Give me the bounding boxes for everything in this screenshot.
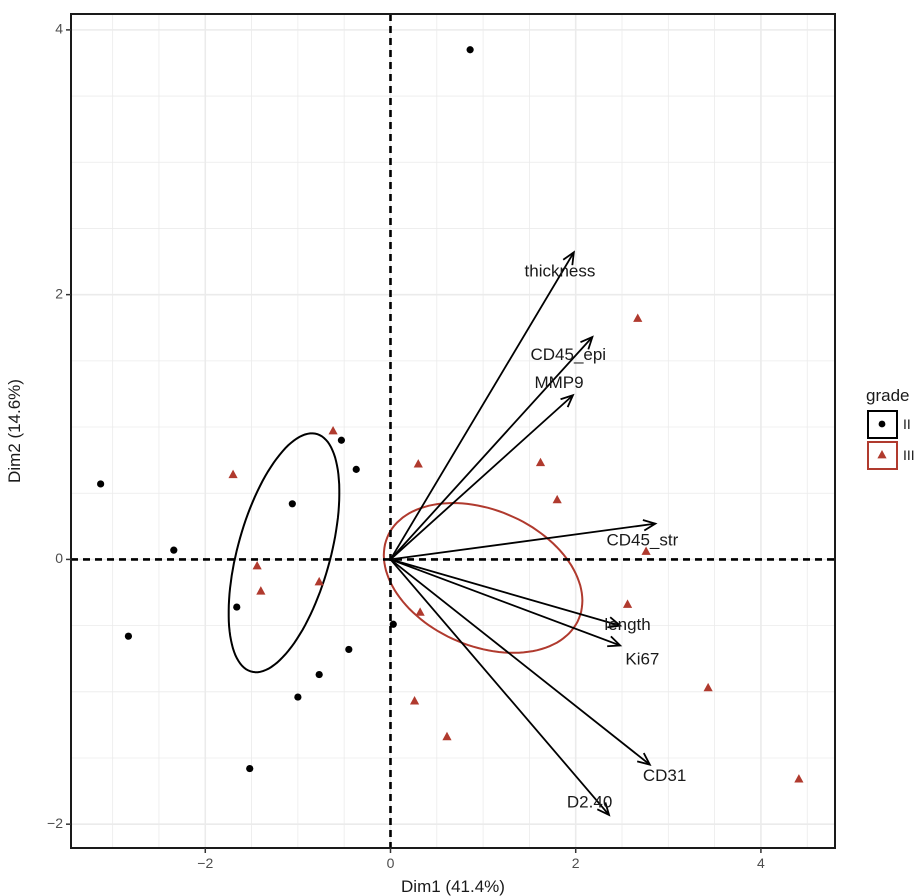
- arrowhead-thickness: [562, 250, 575, 266]
- point-II: [337, 436, 346, 444]
- point-III: [228, 469, 238, 479]
- x-tick-label: −2: [197, 855, 213, 871]
- variable-arrows: [389, 250, 658, 817]
- point-III: [622, 599, 633, 608]
- variable-label-CD45_str: CD45_str: [606, 530, 678, 549]
- legend-symbol-II: [878, 420, 886, 428]
- variable-label-D2.40: D2.40: [567, 792, 612, 811]
- arrowhead-length: [607, 616, 623, 629]
- panel-border: [70, 13, 836, 849]
- y-tick-label: 2: [55, 285, 63, 301]
- point-III: [409, 696, 420, 705]
- point-III: [794, 774, 804, 783]
- point-III: [314, 576, 324, 586]
- point-III: [552, 494, 562, 504]
- x-tick-label: 4: [757, 855, 765, 871]
- arrowhead-CD45_str: [642, 519, 658, 532]
- point-II: [124, 632, 133, 640]
- point-III: [633, 313, 643, 322]
- point-II: [345, 645, 353, 654]
- y-tick-label: 4: [55, 21, 63, 37]
- variable-label-CD31: CD31: [643, 766, 686, 785]
- y-tick-label: −2: [47, 815, 63, 831]
- arrowhead-D2.40: [596, 802, 611, 817]
- point-III: [415, 607, 425, 616]
- point-III: [535, 457, 546, 467]
- arrow-D2.40: [389, 558, 610, 816]
- point-III: [252, 561, 262, 570]
- confidence-ellipses: [227, 432, 584, 674]
- arrowhead-Ki67: [607, 635, 623, 648]
- point-II: [170, 546, 178, 554]
- point-II: [288, 500, 296, 508]
- reference-lines: [71, 14, 835, 848]
- point-II: [466, 46, 474, 54]
- legend-symbol-III: [877, 450, 887, 459]
- arrow-length: [390, 558, 621, 627]
- point-III: [328, 426, 338, 435]
- x-tick-label: 2: [572, 855, 580, 871]
- legend-title: grade: [866, 386, 909, 405]
- y-tick-label: 0: [55, 550, 63, 566]
- arrow-CD45_epi: [389, 336, 594, 561]
- variable-label-thickness: thickness: [525, 262, 596, 281]
- arrow-thickness: [389, 251, 575, 560]
- arrow-Ki67: [390, 558, 621, 647]
- point-II: [294, 693, 302, 701]
- point-II: [97, 480, 105, 488]
- arrowhead-CD31: [636, 752, 652, 766]
- arrow-CD31: [389, 558, 651, 766]
- point-II: [246, 764, 254, 773]
- y-axis-title: Dim2 (14.6%): [5, 379, 24, 483]
- arrowhead-MMP9: [560, 393, 575, 408]
- arrowhead-CD45_epi: [580, 335, 594, 350]
- grid: [71, 14, 835, 848]
- point-III: [256, 586, 266, 595]
- point-III: [413, 459, 423, 468]
- point-II: [389, 620, 397, 628]
- point-II: [233, 603, 241, 611]
- point-III: [641, 546, 651, 555]
- x-tick-label: 0: [387, 855, 395, 871]
- variable-label-Ki67: Ki67: [625, 650, 659, 669]
- x-axis-title: Dim1 (41.4%): [401, 877, 505, 896]
- point-III: [442, 731, 452, 741]
- data-points: [97, 46, 804, 783]
- variable-label-MMP9: MMP9: [534, 373, 583, 392]
- point-II: [315, 670, 323, 679]
- axis-ticks: −2 0 2 4 −2 0 2 4: [47, 21, 765, 871]
- legend-label-II: II: [903, 416, 911, 432]
- ellipse-III: [382, 501, 584, 654]
- variable-label-length: length: [604, 615, 650, 634]
- point-II: [352, 465, 360, 473]
- arrow-MMP9: [389, 394, 574, 561]
- point-III: [703, 682, 713, 692]
- legend-label-III: III: [903, 447, 915, 463]
- variable-label-CD45_epi: CD45_epi: [530, 345, 606, 364]
- arrow-CD45_str: [390, 522, 656, 561]
- ellipse-II: [227, 432, 341, 674]
